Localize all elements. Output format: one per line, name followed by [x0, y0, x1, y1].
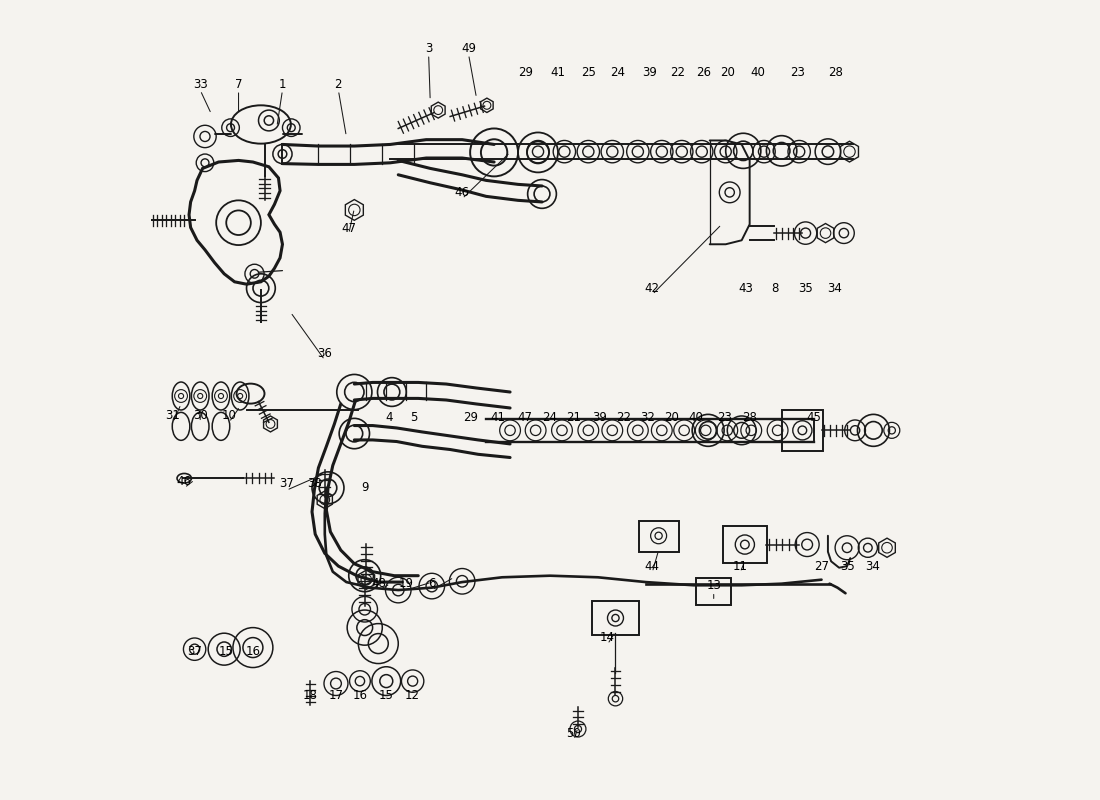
Text: 40: 40	[688, 411, 703, 424]
Text: 26: 26	[696, 66, 711, 79]
Text: 48: 48	[372, 577, 386, 590]
Text: 32: 32	[640, 411, 654, 424]
Text: 41: 41	[491, 411, 506, 424]
Text: 38: 38	[307, 478, 322, 490]
Text: 13: 13	[706, 578, 722, 592]
Text: 17: 17	[329, 689, 343, 702]
Text: 34: 34	[866, 560, 880, 573]
Text: 23: 23	[717, 411, 732, 424]
Text: 5: 5	[410, 411, 418, 424]
Text: 36: 36	[318, 347, 332, 360]
Text: 49: 49	[461, 42, 476, 55]
Text: 11: 11	[733, 560, 748, 573]
Text: 29: 29	[463, 411, 477, 424]
Text: 37: 37	[187, 645, 202, 658]
Text: 22: 22	[670, 66, 685, 79]
Text: 29: 29	[518, 66, 534, 79]
Text: 46: 46	[177, 475, 191, 488]
Text: 30: 30	[192, 410, 208, 422]
Text: 24: 24	[542, 411, 558, 424]
Text: 24: 24	[610, 66, 626, 79]
Text: 43: 43	[738, 282, 754, 294]
Text: 16: 16	[245, 645, 261, 658]
Text: 27: 27	[814, 560, 829, 573]
Text: 33: 33	[192, 78, 208, 91]
Text: 31: 31	[166, 410, 180, 422]
Text: 1: 1	[278, 78, 286, 91]
Text: 8: 8	[771, 282, 779, 294]
Text: 44: 44	[645, 560, 660, 573]
Text: 14: 14	[600, 631, 615, 645]
Text: 28: 28	[742, 411, 757, 424]
Text: 39: 39	[592, 411, 607, 424]
Text: 37: 37	[279, 478, 294, 490]
Text: 47: 47	[341, 222, 356, 234]
Text: 23: 23	[790, 66, 805, 79]
Text: 2: 2	[334, 78, 342, 91]
Text: 7: 7	[234, 78, 242, 91]
Text: 6: 6	[428, 577, 436, 590]
Text: 25: 25	[581, 66, 596, 79]
Text: 40: 40	[750, 66, 766, 79]
Text: 50: 50	[566, 727, 581, 740]
Text: 22: 22	[616, 411, 631, 424]
Text: 35: 35	[799, 282, 813, 294]
Text: 12: 12	[405, 689, 420, 702]
Text: 41: 41	[550, 66, 565, 79]
Text: 45: 45	[806, 411, 821, 424]
Text: 34: 34	[827, 282, 842, 294]
Text: 39: 39	[642, 66, 658, 79]
Text: 9: 9	[361, 482, 368, 494]
Text: 28: 28	[828, 66, 844, 79]
Text: 21: 21	[566, 411, 582, 424]
Text: 18: 18	[302, 689, 318, 702]
Text: 19: 19	[398, 577, 414, 590]
Text: 20: 20	[664, 411, 679, 424]
Text: 42: 42	[645, 282, 660, 294]
Text: 20: 20	[719, 66, 735, 79]
Text: 3: 3	[425, 42, 432, 55]
Text: 46: 46	[454, 186, 470, 199]
Text: 10: 10	[221, 410, 236, 422]
Text: 35: 35	[839, 560, 855, 573]
Text: 15: 15	[219, 645, 234, 658]
Text: 16: 16	[352, 689, 367, 702]
Text: 47: 47	[517, 411, 532, 424]
Text: 15: 15	[378, 689, 394, 702]
Text: 4: 4	[385, 411, 393, 424]
